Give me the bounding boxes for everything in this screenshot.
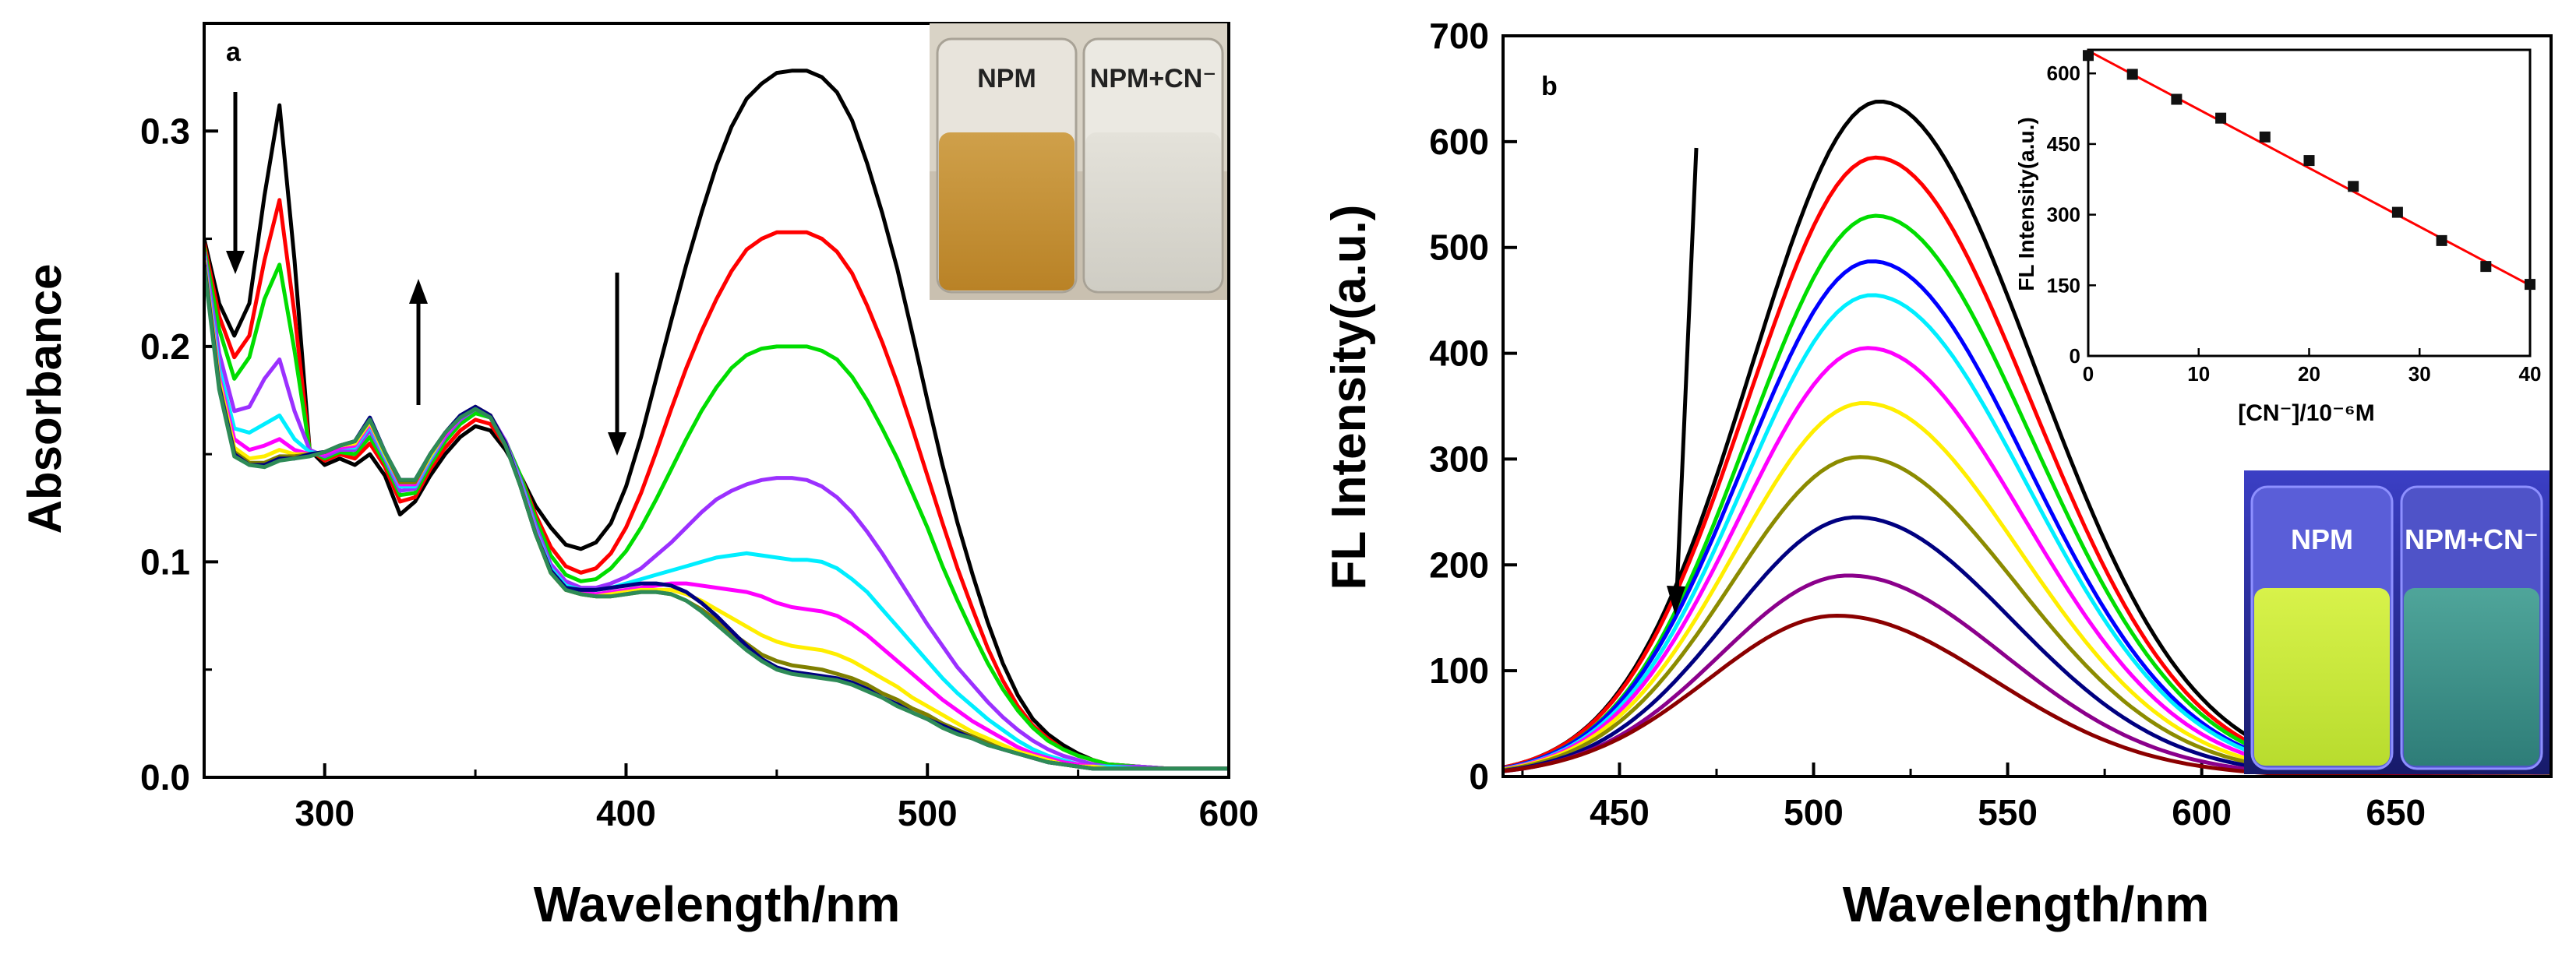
panel-b-x-tick-label: 500 (1784, 792, 1844, 833)
panel-a-x-tick-label: 300 (295, 793, 355, 833)
panel-a-series-line-1 (204, 198, 1229, 771)
panel-a-x-tick-label: 600 (1199, 793, 1259, 833)
inset-data-point (2303, 155, 2315, 167)
panel-a-series-line-7 (204, 262, 1229, 771)
photo-b-label-npm-cn: NPM+CN⁻ (2405, 523, 2539, 555)
inset-y-tick-labels: 0 150 300 450 600 (2047, 62, 2080, 368)
photo-a-label-npm: NPM (977, 64, 1036, 93)
inset-x-axis-title: [CN⁻]/10⁻⁶M (2238, 400, 2375, 426)
panel-a-series-line-3 (204, 251, 1229, 771)
inset-data-point (2126, 69, 2138, 80)
photo-a-vial-right-liquid (1085, 132, 1221, 291)
panel-a-series-line-0 (204, 69, 1229, 771)
inset-x-tick-label: 0 (2083, 362, 2094, 386)
panel-b-y-tick-label: 300 (1429, 438, 1489, 479)
panel-a-y-tick-labels: 0.0 0.1 0.2 0.3 (140, 111, 190, 798)
panel-a-x-tick-label: 500 (898, 793, 958, 833)
inset-data-point (2348, 181, 2359, 192)
inset-y-tick-label: 0 (2070, 344, 2080, 368)
panel-a-x-tick-label: 400 (596, 793, 656, 833)
panel-b-x-tick-label: 650 (2366, 792, 2426, 833)
panel-b-y-axis-title: FL Intensity(a.u.) (1322, 205, 1376, 590)
panel-b-y-tick-label: 500 (1429, 227, 1489, 268)
inset-y-tick-label: 300 (2047, 203, 2080, 227)
inset-ticks (2087, 72, 2532, 357)
inset-fit-line-path (2087, 49, 2531, 287)
photo-b-label-npm: NPM (2291, 523, 2353, 555)
panel-a-arrows (226, 92, 626, 456)
panel-a-arrow-up (409, 279, 428, 405)
panel-b-y-tick-label: 400 (1429, 333, 1489, 374)
panel-a-series-line-4 (204, 255, 1229, 771)
panel-b-x-tick-label: 550 (1978, 792, 2038, 833)
inset-points (2083, 50, 2535, 291)
inset-x-tick-label: 20 (2298, 362, 2320, 386)
inset-y-tick-label: 600 (2047, 62, 2080, 85)
inset-data-point (2083, 50, 2094, 62)
panel-b-label: b (1541, 72, 1558, 101)
photo-a-vial-left-liquid (939, 132, 1075, 291)
inset-data-point (2171, 93, 2183, 105)
panel-b-x-axis-title: Wavelength/nm (1843, 876, 2210, 932)
panel-b-frame (1501, 34, 2553, 778)
panel-b-arrow-down (1667, 147, 1699, 615)
panel-a-inset-photo: NPM NPM+CN⁻ (930, 23, 1227, 300)
panel-b-x-tick-label: 600 (2172, 792, 2232, 833)
inset-data-point (2480, 261, 2492, 273)
inset-data-point (2525, 279, 2535, 291)
panel-a-series-line-8 (204, 264, 1229, 771)
photo-b-vial-left-liquid (2254, 588, 2390, 766)
panel-b-x-tick-label: 450 (1590, 792, 1650, 833)
photo-a-label-npm-cn: NPM+CN⁻ (1090, 64, 1216, 93)
inset-fit-line (2087, 49, 2531, 287)
panel-a-label: a (226, 37, 242, 67)
inset-y-axis-title: FL Intensity(a.u.) (2014, 117, 2038, 291)
panel-a-y-tick-label: 0.2 (140, 326, 190, 367)
inset-x-tick-label: 40 (2519, 362, 2542, 386)
photo-b-vial-right-liquid (2404, 588, 2539, 766)
inset-y-tick-label: 150 (2047, 273, 2080, 297)
panel-b-y-tick-label: 600 (1429, 122, 1489, 162)
inset-plot-frame (2087, 48, 2532, 357)
inset-x-tick-labels: 0 10 20 30 40 (2083, 362, 2542, 386)
panel-b-inset-photo: NPM NPM+CN⁻ (2244, 470, 2550, 774)
panel-b-inset-chart: 0 10 20 30 40 0 150 300 450 600 FL Intensity(a.u… (2014, 48, 2542, 426)
inset-x-tick-label: 30 (2408, 362, 2431, 386)
panel-a-arrow-down-1 (226, 92, 245, 274)
panel-b-y-tick-label: 100 (1429, 650, 1489, 691)
panel-a: Absorbance Wavelength/nm 300 400 500 600 0.… (19, 22, 1258, 932)
panel-a-frame (203, 22, 1230, 779)
panel-a-series-line-9 (204, 266, 1229, 771)
inset-y-tick-label: 450 (2047, 132, 2080, 156)
inset-data-point (2259, 131, 2271, 143)
panel-a-series (204, 69, 1229, 771)
panel-a-arrow-down-2 (608, 273, 626, 456)
panel-a-y-tick-label: 0.0 (140, 757, 190, 798)
panel-b-x-tick-labels: 450 500 550 600 650 (1590, 792, 2426, 833)
panel-a-x-tick-labels: 300 400 500 600 (295, 793, 1258, 833)
panel-a-series-line-2 (204, 247, 1229, 771)
panel-a-series-line-5 (204, 258, 1229, 771)
inset-data-point (2391, 206, 2403, 218)
panel-a-y-tick-label: 0.3 (140, 111, 190, 151)
panel-a-y-axis-title: Absorbance (19, 264, 71, 534)
panel-b-y-tick-label: 700 (1429, 16, 1489, 56)
panel-a-y-tick-label: 0.1 (140, 541, 190, 582)
panel-b-y-tick-labels: 0 100 200 300 400 500 600 700 (1429, 16, 1489, 797)
panel-a-series-line-6 (204, 259, 1229, 771)
inset-data-point (2436, 234, 2447, 246)
panel-b-y-tick-label: 200 (1429, 544, 1489, 585)
panel-b-y-tick-label: 0 (1469, 756, 1489, 797)
panel-a-x-axis-title: Wavelength/nm (534, 876, 901, 932)
inset-x-tick-label: 10 (2187, 362, 2210, 386)
inset-data-point (2215, 112, 2227, 124)
panel-b: FL Intensity(a.u.) Wavelength/nm 450 500 5… (1322, 16, 2553, 932)
